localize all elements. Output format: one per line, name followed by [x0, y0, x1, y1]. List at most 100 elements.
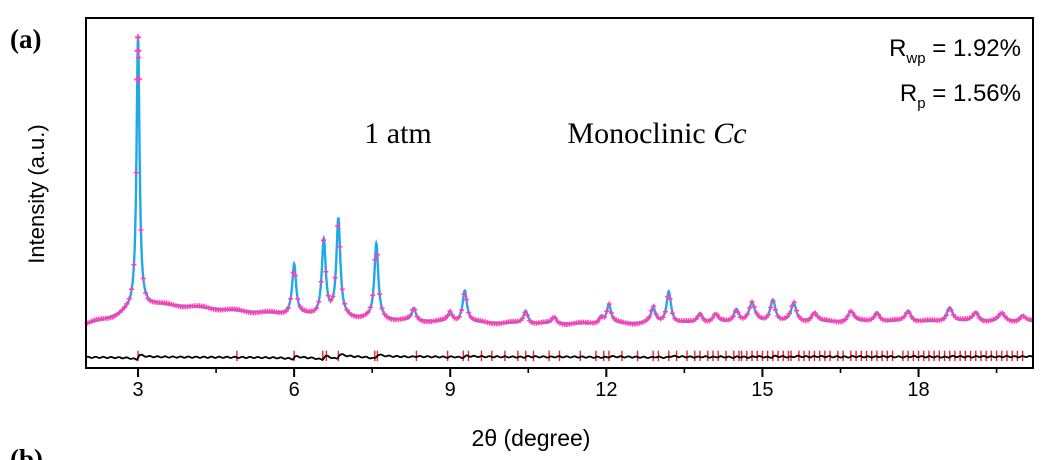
- observed-point: [522, 309, 528, 315]
- observed-point: [941, 316, 947, 322]
- observed-point: [651, 303, 657, 309]
- observed-point: [283, 308, 289, 314]
- plot-area: [84, 34, 1034, 362]
- observed-point: [950, 312, 956, 318]
- rp-value: = 1.56%: [926, 80, 1021, 107]
- panel-label-b: (b): [10, 444, 43, 460]
- observed-point: [135, 34, 141, 41]
- observed-point: [414, 314, 420, 320]
- phase-prefix: Monoclinic: [567, 117, 713, 150]
- observed-point: [784, 314, 790, 320]
- x-tick-label: 9: [445, 379, 456, 401]
- calculated-curve: [85, 37, 1034, 325]
- observed-point: [122, 304, 127, 310]
- observed-point: [644, 317, 650, 323]
- observed-point: [789, 303, 795, 309]
- observed-point: [372, 257, 378, 263]
- observed-point: [906, 309, 912, 315]
- observed-point: [370, 292, 376, 298]
- observed-point: [328, 298, 334, 303]
- observed-point: [742, 314, 748, 320]
- observed-point: [749, 299, 755, 305]
- observed-point: [377, 291, 383, 297]
- observed-point: [412, 307, 418, 313]
- observed-point: [943, 312, 949, 318]
- observed-point: [662, 309, 668, 315]
- x-tick-label: 3: [132, 379, 143, 401]
- observed-point: [606, 301, 612, 307]
- observed-point: [871, 314, 877, 320]
- observed-point: [138, 227, 144, 233]
- rp-symbol: R: [900, 80, 917, 107]
- observed-point: [808, 315, 814, 321]
- observed-point: [948, 307, 954, 313]
- observed-point: [463, 297, 469, 303]
- observed-point: [770, 298, 776, 304]
- observed-point: [461, 291, 467, 297]
- observed-point: [445, 313, 451, 319]
- observed-point: [323, 269, 329, 275]
- observed-point: [735, 309, 741, 315]
- observed-point: [379, 305, 385, 311]
- observed-point: [653, 311, 659, 317]
- observed-point: [728, 316, 734, 322]
- observed-point: [709, 315, 715, 321]
- observed-point: [290, 270, 296, 275]
- y-axis-label: Intensity (a.u.): [24, 124, 49, 263]
- rwp-subscript: wp: [905, 50, 925, 67]
- observed-point: [407, 313, 413, 318]
- rp-annotation: Rp = 1.56%: [900, 80, 1021, 112]
- observed-point: [332, 275, 338, 281]
- observed-point: [744, 311, 750, 317]
- observed-point: [1016, 317, 1022, 322]
- observed-point: [974, 311, 980, 316]
- observed-point: [667, 296, 673, 302]
- observed-point: [297, 304, 303, 309]
- observed-point: [648, 308, 654, 314]
- rp-subscript: p: [917, 95, 925, 112]
- observed-point: [143, 290, 149, 296]
- observed-point: [131, 262, 137, 268]
- observed-point: [335, 223, 341, 229]
- x-axis-label: 2θ (degree): [472, 425, 591, 451]
- observed-point: [754, 310, 760, 316]
- observed-point: [763, 315, 769, 321]
- observed-point: [660, 314, 666, 320]
- x-tick-label: 12: [595, 379, 617, 401]
- difference-curve: [85, 353, 1034, 361]
- observed-point: [365, 309, 371, 315]
- rwp-value: = 1.92%: [926, 35, 1021, 62]
- observed-point: [316, 299, 322, 305]
- observed-point: [693, 316, 699, 322]
- observed-point: [595, 319, 600, 325]
- observed-point: [730, 313, 736, 319]
- observed-point: [646, 314, 652, 320]
- observed-point: [318, 279, 324, 285]
- observed-point: [124, 301, 130, 307]
- observed-point: [314, 305, 319, 311]
- x-tick-label: 15: [751, 379, 773, 401]
- observed-point: [136, 55, 142, 60]
- observed-point: [796, 314, 802, 319]
- observed-point: [381, 311, 387, 317]
- observed-point: [609, 310, 614, 316]
- observed-point: [126, 296, 132, 302]
- observed-point: [850, 310, 856, 316]
- observed-point: [135, 76, 142, 83]
- observed-point: [325, 293, 331, 299]
- observed-point: [602, 314, 607, 320]
- observed-point: [339, 286, 345, 292]
- rwp-annotation: Rwp = 1.92%: [889, 35, 1021, 67]
- observed-point: [466, 310, 472, 316]
- observed-point: [845, 313, 851, 319]
- pressure-annotation: 1 atm: [364, 117, 432, 150]
- observed-series: [84, 34, 1034, 327]
- observed-point: [295, 296, 301, 302]
- plot-frame: [85, 17, 1034, 369]
- observed-point: [374, 252, 380, 258]
- observed-point: [288, 296, 294, 302]
- observed-point: [969, 313, 975, 319]
- observed-point: [698, 311, 703, 317]
- observed-point: [908, 314, 914, 319]
